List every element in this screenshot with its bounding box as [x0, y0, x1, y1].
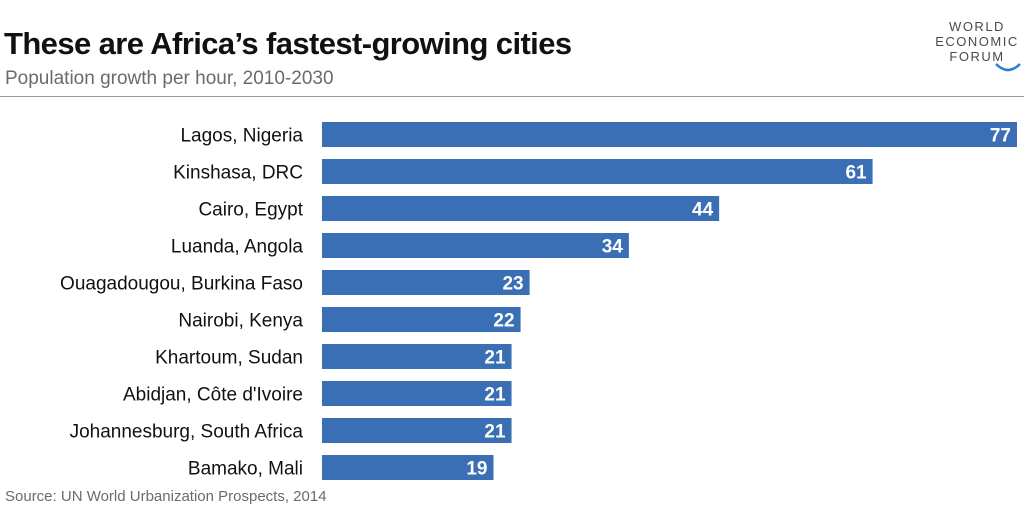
category-label: Abidjan, Côte d'Ivoire: [123, 385, 303, 406]
header-divider: [0, 96, 1024, 97]
category-label: Kinshasa, DRC: [173, 163, 303, 184]
bar: [322, 307, 521, 332]
bar-chart: Lagos, Nigeria 77 Kinshasa, DRC 61 Cairo, Eg…: [60, 122, 1017, 480]
logo-arc-icon: [995, 63, 1021, 72]
bar-value-label: 61: [845, 163, 867, 184]
bar-value-label: 23: [502, 274, 523, 295]
bar: [322, 233, 629, 258]
bar-value-label: 21: [484, 385, 506, 406]
category-label: Cairo, Egypt: [198, 200, 303, 221]
bar: [322, 455, 494, 480]
bar-value-label: 19: [466, 459, 487, 480]
bar-value-label: 22: [493, 311, 514, 332]
bar: [322, 270, 530, 295]
category-label: Lagos, Nigeria: [180, 126, 303, 147]
category-label: Johannesburg, South Africa: [70, 422, 304, 443]
logo-line-2: ECONOMIC: [935, 34, 1019, 49]
category-label: Nairobi, Kenya: [178, 311, 303, 332]
bar: [322, 122, 1017, 147]
category-label: Bamako, Mali: [188, 459, 303, 480]
bar: [322, 418, 512, 443]
chart-subtitle: Population growth per hour, 2010-2030: [5, 68, 334, 89]
chart-title: These are Africa’s fastest-growing citie…: [4, 26, 572, 61]
world-economic-forum-logo: WORLD ECONOMIC FORUM: [930, 20, 1024, 80]
bar: [322, 196, 720, 221]
logo-line-3: FORUM: [949, 49, 1005, 64]
bar-value-label: 34: [602, 237, 624, 258]
bar: [322, 344, 512, 369]
bar-value-label: 44: [692, 200, 714, 221]
category-label: Khartoum, Sudan: [155, 348, 303, 369]
bar: [322, 159, 873, 184]
category-label: Luanda, Angola: [171, 237, 304, 258]
source-note: Source: UN World Urbanization Prospects,…: [5, 488, 327, 505]
bar-value-label: 21: [484, 422, 506, 443]
bar: [322, 381, 512, 406]
logo-line-1: WORLD: [949, 19, 1005, 34]
bar-value-label: 21: [484, 348, 506, 369]
category-label: Ouagadougou, Burkina Faso: [60, 274, 303, 295]
bar-value-label: 77: [990, 126, 1011, 147]
